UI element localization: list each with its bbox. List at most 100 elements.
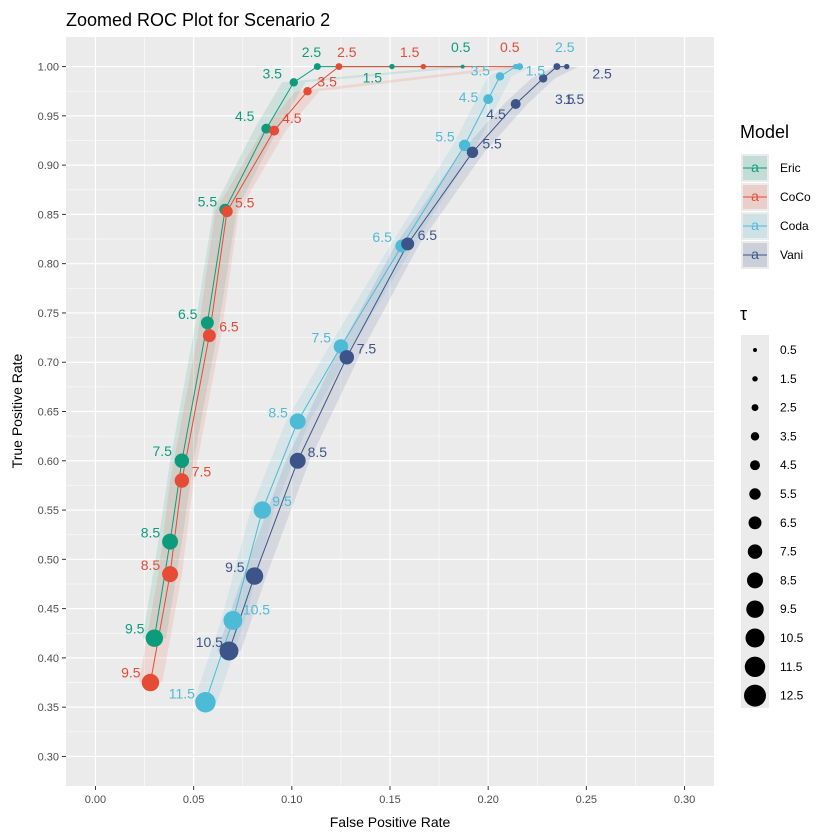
legend-model-label: Vani <box>780 248 803 262</box>
x-tick-label: 0.25 <box>576 794 597 806</box>
point-label: 8.5 <box>141 525 161 541</box>
legend-tau-dot <box>750 460 760 471</box>
legend-tau-dot <box>745 628 765 648</box>
y-tick-label: 1.00 <box>38 62 59 74</box>
y-tick-label: 0.60 <box>38 456 59 468</box>
data-point <box>401 237 415 251</box>
legend-key-glyph: a <box>751 246 759 262</box>
data-point <box>174 453 190 469</box>
point-label: 10.5 <box>196 634 223 650</box>
legend-tau-label: 5.5 <box>780 487 797 501</box>
legend-tau-dot <box>750 432 760 441</box>
point-label: 9.5 <box>121 665 141 681</box>
point-label: 6.5 <box>219 319 239 335</box>
y-tick-label: 0.75 <box>38 308 59 320</box>
legend-model-keys: a Eric a CoCo a Coda a Vani <box>741 154 811 269</box>
legend-tau-label: 2.5 <box>780 401 797 415</box>
data-point <box>538 74 548 83</box>
data-point <box>460 64 465 69</box>
chart-title: Zoomed ROC Plot for Scenario 2 <box>66 10 330 30</box>
point-label: 2.5 <box>592 65 612 81</box>
legend-tau-label: 3.5 <box>780 429 797 443</box>
x-tick-label: 0.15 <box>379 794 400 806</box>
point-label: 1.5 <box>526 63 546 79</box>
legend-tau-label: 0.5 <box>780 343 797 357</box>
data-point <box>219 641 239 661</box>
y-tick-label: 0.45 <box>38 604 59 616</box>
point-label: 2.5 <box>555 39 575 55</box>
series-line <box>228 66 567 652</box>
legend-tau-dot <box>747 544 763 559</box>
data-point <box>510 99 521 109</box>
legend-tau-label: 9.5 <box>780 602 797 616</box>
point-label: 4.5 <box>235 108 255 124</box>
x-tick-label: 0.10 <box>281 794 302 806</box>
point-label: 2.5 <box>302 44 322 60</box>
point-label: 6.5 <box>418 227 438 243</box>
data-point <box>200 316 214 330</box>
point-label: 11.5 <box>169 685 195 701</box>
data-point <box>145 629 164 647</box>
legend: Model a Eric a CoCo a Coda a Vani τ 0.5 1.5 2.5 3.… <box>740 122 811 708</box>
data-point <box>195 692 216 713</box>
data-point <box>174 473 190 488</box>
legend-tau-dot <box>744 684 766 707</box>
series-points <box>141 63 570 713</box>
point-label: 1.5 <box>565 91 585 107</box>
x-tick-label: 0.20 <box>477 794 498 806</box>
data-point <box>333 339 349 354</box>
point-label: 3.5 <box>317 73 337 89</box>
y-tick-label: 0.30 <box>38 751 59 763</box>
data-point <box>313 63 321 71</box>
data-point <box>466 146 479 159</box>
data-point <box>553 63 561 71</box>
point-label: 2.5 <box>337 44 357 60</box>
legend-key-glyph: a <box>751 159 759 175</box>
legend-model-title: Model <box>740 122 789 142</box>
legend-tau-label: 12.5 <box>780 689 804 703</box>
legend-tau-dot <box>751 404 759 412</box>
data-point <box>389 63 395 70</box>
y-tick-label: 0.50 <box>38 554 59 566</box>
point-label: 4.5 <box>459 89 479 105</box>
point-label: 7.5 <box>357 340 377 356</box>
y-tick-label: 0.80 <box>38 259 59 271</box>
point-label: 4.5 <box>486 106 506 122</box>
data-point <box>335 63 343 71</box>
x-tick-label: 0.00 <box>85 794 106 806</box>
point-label: 9.5 <box>225 559 245 575</box>
y-tick-label: 0.40 <box>38 653 59 665</box>
data-point <box>458 139 471 152</box>
point-label: 4.5 <box>282 110 302 126</box>
data-point <box>420 63 427 70</box>
point-label: 7.5 <box>152 443 172 459</box>
legend-tau-label: 6.5 <box>780 516 797 530</box>
data-point <box>516 63 524 71</box>
legend-tau-label: 1.5 <box>780 372 797 386</box>
legend-tau-label: 4.5 <box>780 458 797 472</box>
point-label: 5.5 <box>235 195 255 211</box>
data-point <box>223 610 243 630</box>
legend-tau-title: τ <box>740 304 747 324</box>
legend-tau-label: 11.5 <box>780 660 803 674</box>
confidence-band <box>217 66 579 652</box>
point-label: 1.5 <box>363 69 383 85</box>
data-point <box>512 63 519 70</box>
data-point <box>289 452 306 469</box>
grid-major <box>66 37 714 786</box>
point-label: 6.5 <box>372 229 392 245</box>
point-label: 5.5 <box>482 135 502 151</box>
legend-model-label: Coda <box>780 219 809 233</box>
point-label: 8.5 <box>268 404 288 420</box>
point-label: 1.5 <box>400 44 420 60</box>
point-label: 3.5 <box>471 63 491 79</box>
point-label: 9.5 <box>272 493 292 509</box>
point-label: 3.5 <box>262 65 282 81</box>
data-point <box>269 125 280 136</box>
data-point <box>289 78 299 87</box>
data-point <box>202 329 216 343</box>
y-tick-label: 0.65 <box>38 407 59 419</box>
y-tick-label: 0.70 <box>38 357 59 369</box>
data-point <box>253 501 272 519</box>
